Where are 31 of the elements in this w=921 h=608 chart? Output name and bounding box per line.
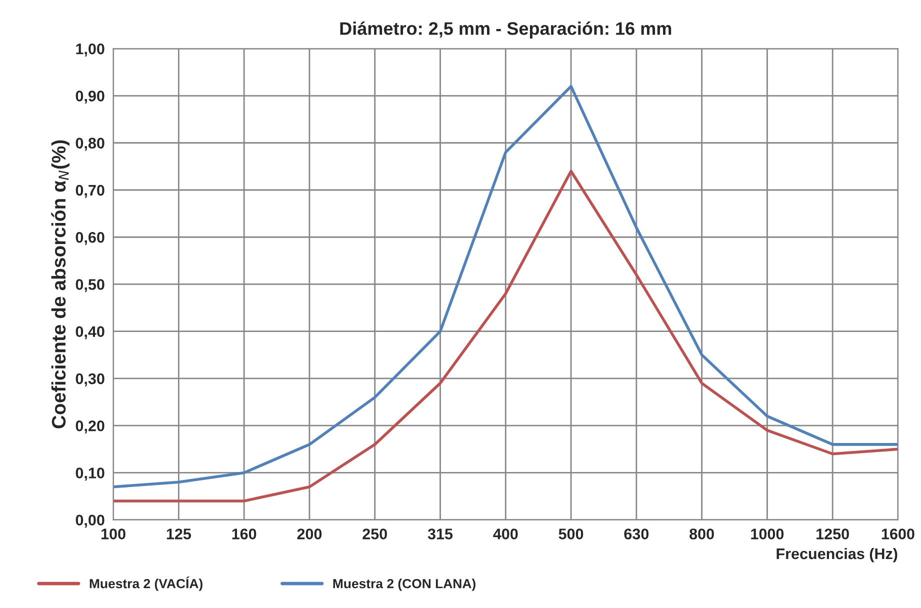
y-tick-label: 0,70 (76, 184, 104, 198)
line-series (113, 170, 898, 502)
x-axis-title: Frecuencias (Hz) (776, 548, 898, 562)
x-tick-label: 1250 (816, 528, 849, 540)
y-tick-label: 1,00 (76, 44, 104, 57)
y-tick-label: 0,50 (76, 279, 104, 292)
legend-label: Muestra 2 (VACÍA) (90, 576, 202, 591)
y-tick-label: 0,30 (76, 373, 104, 386)
y-tick-label: 0,40 (76, 326, 104, 340)
chart-title: Diámetro: 2,5 mm - Separación: 16 mm (340, 22, 672, 38)
x-tick-label: 125 (166, 528, 191, 540)
x-tick-label: 200 (297, 528, 322, 540)
x-tick-label: 800 (690, 528, 714, 540)
legend-label: Muestra 2 (CON LANA) (333, 578, 476, 591)
x-tick-label: 160 (232, 528, 256, 540)
x-tick-label: 630 (624, 528, 649, 540)
x-tick-label: 100 (102, 528, 126, 540)
x-tick-label: 1000 (751, 528, 784, 540)
y-tick-label: 0,80 (76, 138, 104, 151)
x-tick-label: 250 (362, 528, 387, 540)
y-tick-label: 0,10 (76, 468, 104, 481)
x-tick-label: 500 (558, 528, 584, 540)
y-tick-label: 0,60 (76, 232, 104, 246)
y-tick-label: 0,00 (76, 514, 104, 528)
y-axis-title: Coeficiente de absorción α$_{N}$(%) (51, 140, 70, 428)
y-tick-label: 0,20 (76, 420, 104, 434)
x-tick-label: 315 (428, 528, 453, 540)
x-tick-label: 400 (493, 528, 518, 540)
x-tick-label: 1600 (882, 528, 914, 540)
y-tick-label: 0,90 (76, 90, 104, 104)
line-series (113, 84, 898, 488)
